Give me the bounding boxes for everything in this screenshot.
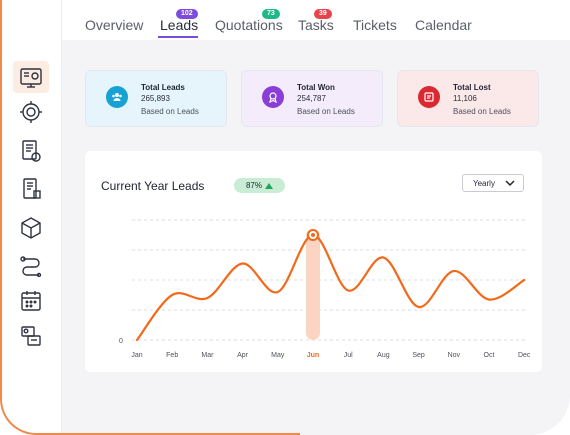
highlight-band [306,229,320,340]
tasks-count-badge: 39 [314,9,332,19]
total-won-card: Total Won 254,787 Based on Leads [241,70,383,127]
x-tick-label: Dec [518,352,531,359]
tab-overview[interactable]: Overview [85,17,144,33]
x-tick-label: Jun [307,352,319,359]
active-tab-indicator [158,36,198,38]
total-won-sub: Based on Leads [297,107,355,116]
chevron-down-icon [505,180,515,187]
x-tick-label: Mar [201,352,214,359]
trend-up-icon [265,182,273,189]
series-line [135,233,526,342]
x-tick-label: Jul [344,352,353,359]
chart-title: Current Year Leads [101,179,205,193]
current-year-leads-card: 0 Jan Feb Mar Apr May Jun Jul Aug Sep Nov Oct Dec Cu… [85,151,542,372]
x-tick-label: Feb [166,352,178,359]
medal-icon [262,86,284,108]
period-select-value: Yearly [473,178,495,188]
tab-quotations[interactable]: Quotations [215,17,283,33]
contacts-icon[interactable] [13,320,49,352]
x-tick-label: Apr [237,352,249,359]
leads-target-icon[interactable] [13,96,49,128]
change-value: 87% [245,181,262,190]
quotations-count-badge: 73 [262,9,280,19]
tab-leads[interactable]: Leads [160,17,199,33]
x-tick-label: Sep [412,352,425,359]
data-point-highlight-dot [311,233,315,237]
tab-calendar[interactable]: Calendar [415,17,472,33]
total-leads-sub: Based on Leads [141,107,199,116]
total-won-value: 254,787 [297,94,326,103]
total-lost-value: 11,106 [453,94,477,103]
total-leads-title: Total Leads [141,83,185,92]
dashboard-icon[interactable] [13,61,49,93]
total-won-title: Total Won [297,83,335,92]
period-select[interactable]: Yearly [462,174,524,192]
box-icon[interactable] [13,212,49,244]
documents-icon[interactable] [13,135,49,167]
total-leads-value: 265,893 [141,94,170,103]
total-lost-card: Total Lost 11,106 Based on Leads [397,70,539,127]
y-tick-label: 0 [119,338,123,345]
x-tick-label: May [271,352,285,359]
x-tick-label: Nov [448,352,461,359]
workflow-icon[interactable] [13,249,49,281]
leads-count-badge: 102 [176,9,198,19]
change-badge: 87% [234,178,285,193]
accent-border [0,0,300,435]
tab-tasks[interactable]: Tasks [298,17,334,33]
tab-tickets[interactable]: Tickets [353,17,397,33]
total-leads-card: Total Leads 265,893 Based on Leads [85,70,227,127]
x-tick-label: Jan [131,352,142,359]
calendar-icon[interactable] [13,285,49,317]
users-icon [106,86,128,108]
x-tick-label: Oct [484,352,495,359]
ticket-lost-icon [418,86,440,108]
x-tick-label: Aug [377,352,390,359]
total-lost-title: Total Lost [453,83,491,92]
total-lost-sub: Based on Leads [453,107,511,116]
top-nav [62,0,570,40]
invoice-icon[interactable] [13,173,49,205]
leads-line-chart: 0 Jan Feb Mar Apr May Jun Jul Aug Sep Nov Oct Dec [119,219,531,359]
